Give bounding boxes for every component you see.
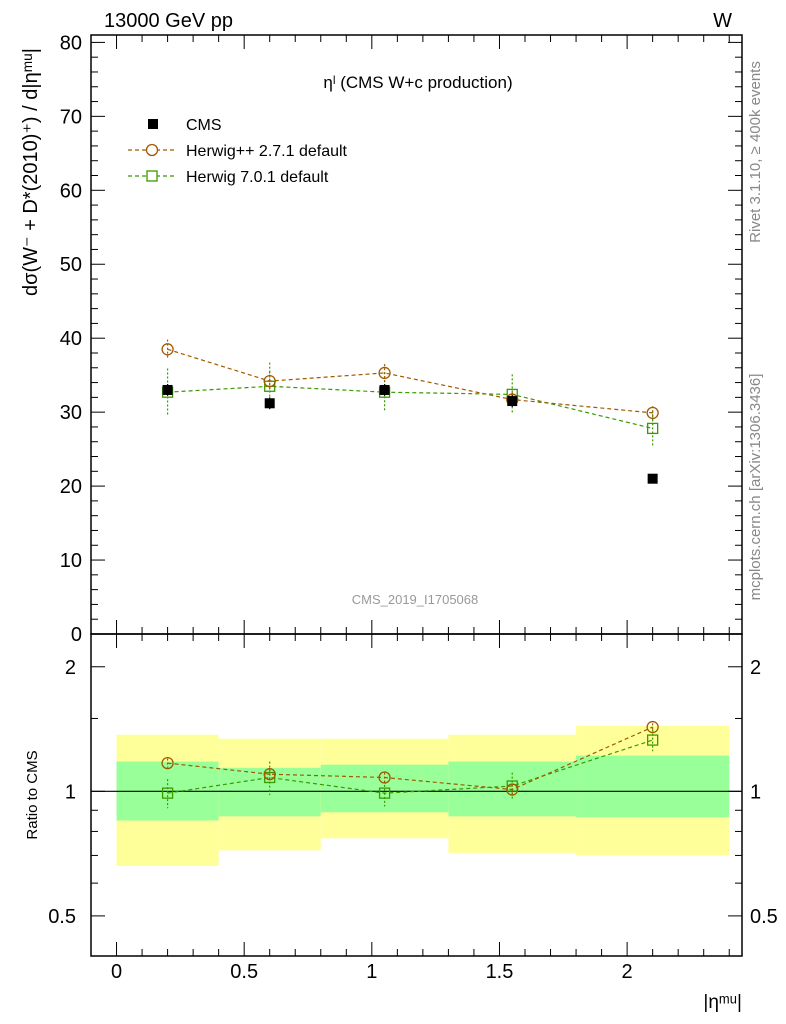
- y-tick-label: 1: [750, 781, 761, 803]
- y-tick-label: 1: [65, 781, 76, 803]
- y-tick-label: 30: [60, 402, 82, 424]
- series-line: [167, 348, 653, 414]
- process-label: W: [713, 10, 732, 32]
- y-tick-label: 50: [60, 254, 82, 276]
- main-y-axis: 0 10 20 30 40 50 60 70 80: [60, 32, 742, 646]
- data-point-marker: [507, 396, 518, 407]
- data-point-marker: [646, 422, 659, 435]
- x-tick-label: 1.5: [486, 961, 514, 983]
- x-axis-label: |ηᵐᵘ|: [703, 992, 742, 1013]
- x-tick-label: 0: [111, 961, 122, 983]
- ratio-plot-frame: [90, 633, 743, 957]
- stat-uncertainty-band: [576, 755, 730, 818]
- mcplots-label: mcplots.cern.ch [arXiv:1306.3436]: [747, 374, 764, 601]
- data-point-marker: [506, 783, 519, 796]
- data-point-marker: [162, 384, 173, 395]
- legend-label-herwig7: Herwig 7.0.1 default: [186, 169, 329, 186]
- y-tick-label: 0.5: [48, 906, 76, 928]
- y-tick-label: 70: [60, 106, 82, 128]
- y-tick-label: 0: [71, 624, 82, 646]
- y-tick-label: 80: [60, 32, 82, 54]
- legend-marker-herwig7: [146, 170, 158, 182]
- data-point-marker: [378, 771, 391, 784]
- data-point-marker: [264, 398, 275, 409]
- legend: CMS Herwig++ 2.7.1 default Herwig 7.0.1 …: [128, 117, 348, 186]
- data-point-marker: [646, 720, 659, 734]
- data-point-marker: [378, 366, 391, 380]
- x-tick-label: 1: [366, 961, 377, 983]
- ratio-uncertainty-bands: [116, 725, 730, 867]
- ratio-series-layer: [161, 720, 659, 809]
- legend-marker-cms: [148, 119, 158, 129]
- x-tick-label: 2: [622, 961, 633, 983]
- data-point-marker: [161, 787, 174, 799]
- y-tick-label: 40: [60, 328, 82, 350]
- x-tick-label: 0.5: [230, 961, 258, 983]
- data-point-marker: [378, 787, 391, 799]
- rivet-label: Rivet 3.1.10, ≥ 400k events: [747, 61, 764, 243]
- data-point-marker: [161, 343, 174, 356]
- watermark-label: CMS_2019_I1705068: [352, 592, 479, 607]
- data-point-marker: [647, 473, 658, 484]
- y-tick-label: 2: [750, 657, 761, 679]
- legend-entry-herwigpp: Herwig++ 2.7.1 default: [128, 143, 348, 160]
- legend-marker-herwigpp: [145, 143, 159, 157]
- legend-label-cms: CMS: [186, 117, 222, 134]
- y-tick-label: 10: [60, 550, 82, 572]
- data-point-marker: [379, 384, 390, 395]
- ratio-y-axis-label: Ratio to CMS: [24, 750, 41, 839]
- legend-entry-herwig7: Herwig 7.0.1 default: [128, 169, 329, 186]
- data-point-marker: [263, 768, 276, 781]
- legend-label-herwigpp: Herwig++ 2.7.1 default: [186, 143, 348, 160]
- y-tick-label: 60: [60, 180, 82, 202]
- data-point-marker: [263, 374, 276, 388]
- data-point-marker: [646, 734, 659, 746]
- main-series-layer: [161, 339, 659, 484]
- series-line: [167, 385, 653, 430]
- x-axis: 0 0.5 1 1.5 2: [90, 35, 730, 983]
- y-tick-label: 20: [60, 476, 82, 498]
- data-point-marker: [161, 756, 174, 770]
- y-tick-label: 0.5: [750, 906, 778, 928]
- ratio-y-axis: 0.5 0.5 1 1 2 2: [48, 657, 778, 928]
- stat-uncertainty-band: [218, 767, 321, 817]
- legend-entry-cms: CMS: [148, 117, 222, 134]
- y-tick-label: 2: [65, 657, 76, 679]
- data-point-marker: [646, 406, 659, 420]
- plot-title: ηˡ (CMS W+c production): [323, 73, 512, 92]
- main-y-axis-label: dσ(W⁻ + D*(2010)⁺) / d|ηᵐᵘ|: [20, 48, 42, 296]
- energy-label: 13000 GeV pp: [104, 10, 233, 32]
